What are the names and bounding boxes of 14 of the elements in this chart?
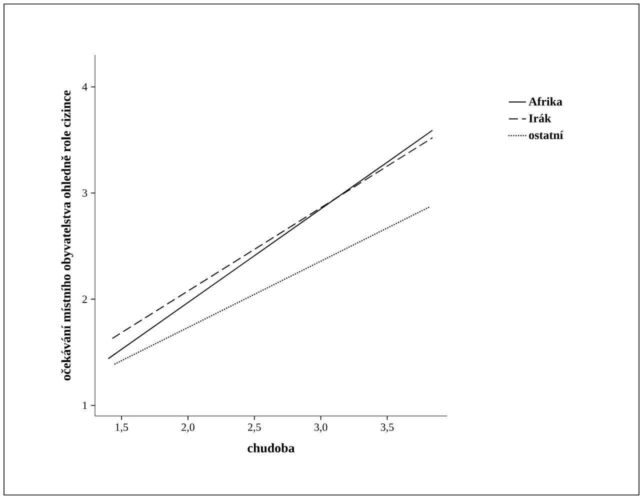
x-axis-title: chudoba xyxy=(248,443,295,452)
legend-label: Afrika xyxy=(528,97,562,106)
x-tick-label: 1,5 xyxy=(116,424,128,432)
y-axis-title: očekávání místního obyvatelstva ohledně role cizince xyxy=(61,90,74,380)
x-tick-label: 2,0 xyxy=(182,424,194,432)
legend-label: ostatní xyxy=(529,130,564,140)
y-tick-label: 1 xyxy=(82,402,87,409)
x-tick-label: 3,0 xyxy=(314,424,328,432)
y-tick-label: 2 xyxy=(82,296,87,303)
y-tick-label: 4 xyxy=(82,83,88,90)
x-tick-label: 3,5 xyxy=(380,424,394,432)
y-tick-label: 3 xyxy=(82,189,88,197)
legend-label: Irák xyxy=(528,114,552,122)
x-tick-label: 2,5 xyxy=(248,424,261,432)
